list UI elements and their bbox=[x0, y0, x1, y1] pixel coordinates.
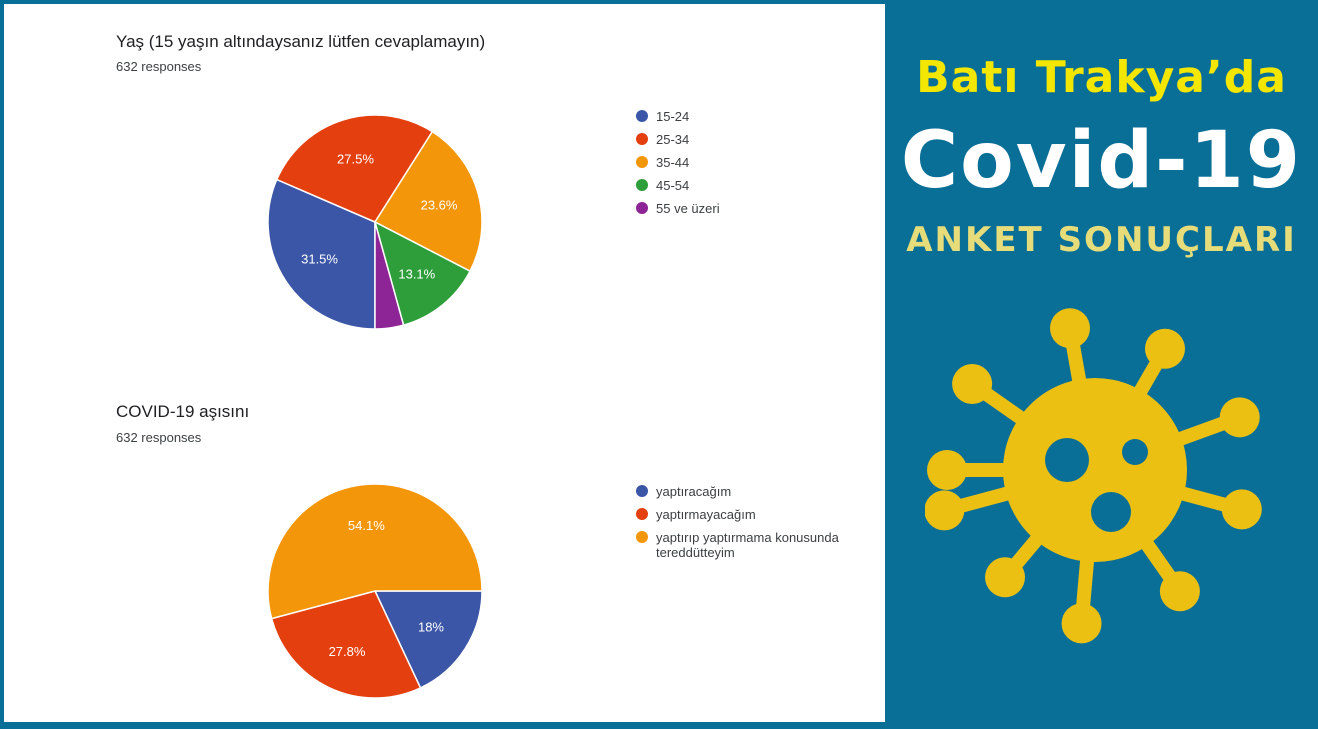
legend-item: yaptırıp yaptırmama konusunda tereddütte… bbox=[636, 530, 886, 560]
legend-item: 45-54 bbox=[636, 178, 886, 193]
slice-label-2: 27.8% bbox=[329, 644, 366, 659]
legend-item: yaptıracağım bbox=[636, 484, 886, 499]
virus-spike-tip bbox=[1159, 571, 1200, 612]
legend-label: 45-54 bbox=[656, 178, 690, 193]
legend-label: yaptırıp yaptırmama konusunda tereddütte… bbox=[656, 530, 839, 560]
virus-spike-tip bbox=[1145, 328, 1185, 369]
pie-slice-2 bbox=[270, 590, 422, 699]
banner-line-1: Batı Trakya’da bbox=[916, 52, 1287, 103]
virus-body bbox=[1003, 378, 1187, 562]
pie-slice-5 bbox=[374, 221, 405, 330]
legend-label: yaptıracağım bbox=[656, 484, 732, 499]
pie-slice-3 bbox=[373, 130, 483, 273]
age-pie-chart: 31.5% 27.5% 23.6% 13.1% bbox=[267, 114, 483, 330]
virus-spike-tip bbox=[925, 490, 965, 531]
legend-swatch bbox=[636, 156, 648, 168]
chart-2-responses: 632 responses bbox=[116, 430, 202, 445]
slice-label-1: 18% bbox=[418, 620, 444, 635]
virus-hole bbox=[1045, 438, 1089, 482]
slice-label-2: 27.5% bbox=[337, 152, 374, 167]
legend-label: yaptırmayacağım bbox=[656, 507, 756, 522]
legend-item: 15-24 bbox=[636, 109, 886, 124]
slice-label-4: 13.1% bbox=[398, 267, 435, 282]
chart-1-legend: 15-24 25-34 35-44 45-54 55 ve üzeri bbox=[636, 109, 886, 224]
legend-swatch bbox=[636, 531, 648, 543]
pie-slice-2 bbox=[275, 114, 434, 223]
legend-label: 35-44 bbox=[656, 155, 690, 170]
banner-line-2: Covid-19 bbox=[900, 116, 1303, 206]
vaccine-pie-chart: 18% 27.8% 54.1% bbox=[267, 483, 483, 699]
virus-spike-tip bbox=[1221, 489, 1262, 530]
chart-2-legend: yaptıracağım yaptırmayacağım yaptırıp yapt… bbox=[636, 484, 886, 568]
pie-slice-3 bbox=[267, 483, 483, 620]
legend-item: 35-44 bbox=[636, 155, 886, 170]
virus-spike-tip bbox=[1219, 397, 1260, 438]
virus-spike-tip bbox=[1061, 603, 1102, 644]
virus-spike-tip bbox=[1049, 308, 1090, 349]
legend-label: 15-24 bbox=[656, 109, 690, 124]
legend-label: 55 ve üzeri bbox=[656, 201, 720, 216]
virus-hole bbox=[1091, 492, 1131, 532]
virus-icon bbox=[925, 308, 1262, 644]
legend-swatch bbox=[636, 485, 648, 497]
slice-label-3: 54.1% bbox=[348, 518, 385, 533]
slice-label-1: 31.5% bbox=[301, 251, 338, 266]
legend-item: 55 ve üzeri bbox=[636, 201, 886, 216]
virus-spike-tip bbox=[985, 557, 1026, 598]
virus-spike-tip bbox=[927, 450, 967, 490]
legend-swatch bbox=[636, 179, 648, 191]
virus-hole bbox=[1122, 439, 1148, 465]
legend-swatch bbox=[636, 133, 648, 145]
virus-spike-tip bbox=[952, 363, 993, 404]
legend-swatch bbox=[636, 202, 648, 214]
banner-line-3: ANKET SONUÇLARI bbox=[906, 220, 1297, 260]
legend-swatch bbox=[636, 110, 648, 122]
chart-1-responses: 632 responses bbox=[116, 59, 202, 74]
pie-slice-1 bbox=[373, 590, 483, 689]
legend-item: yaptırmayacağım bbox=[636, 507, 886, 522]
title-banner: Batı Trakya’da Covid-19 ANKET SONUÇLARI bbox=[885, 0, 1318, 729]
survey-charts-panel: Yaş (15 yaşın altındaysanız lütfen cevap… bbox=[4, 4, 885, 722]
legend-label: 25-34 bbox=[656, 132, 690, 147]
legend-swatch bbox=[636, 508, 648, 520]
chart-2-title: COVID-19 aşısını bbox=[116, 402, 250, 421]
slice-label-3: 23.6% bbox=[421, 198, 458, 213]
legend-item: 25-34 bbox=[636, 132, 886, 147]
chart-1-title: Yaş (15 yaşın altındaysanız lütfen cevap… bbox=[116, 32, 486, 51]
pie-slice-4 bbox=[373, 220, 472, 327]
pie-slice-1 bbox=[267, 178, 376, 330]
